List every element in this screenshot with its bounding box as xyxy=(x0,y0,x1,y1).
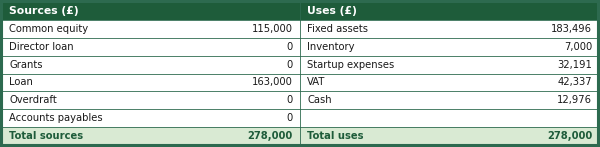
Text: Inventory: Inventory xyxy=(307,42,355,52)
Text: Total sources: Total sources xyxy=(9,131,83,141)
Text: 163,000: 163,000 xyxy=(252,77,293,87)
Bar xyxy=(2,38,598,56)
Text: Overdraft: Overdraft xyxy=(9,95,57,105)
Text: Sources (£): Sources (£) xyxy=(9,6,79,16)
Text: 7,000: 7,000 xyxy=(564,42,592,52)
Bar xyxy=(2,109,598,127)
Text: Total uses: Total uses xyxy=(307,131,364,141)
Bar xyxy=(2,2,598,20)
Bar xyxy=(2,20,598,38)
Text: Common equity: Common equity xyxy=(9,24,88,34)
Text: 0: 0 xyxy=(287,95,293,105)
Bar xyxy=(2,74,598,91)
Text: 115,000: 115,000 xyxy=(252,24,293,34)
Text: 0: 0 xyxy=(287,60,293,70)
Bar xyxy=(2,127,598,145)
Text: 42,337: 42,337 xyxy=(557,77,592,87)
Text: Cash: Cash xyxy=(307,95,332,105)
Text: Uses (£): Uses (£) xyxy=(307,6,357,16)
Text: VAT: VAT xyxy=(307,77,326,87)
Text: 278,000: 278,000 xyxy=(248,131,293,141)
Text: Loan: Loan xyxy=(9,77,33,87)
Text: 12,976: 12,976 xyxy=(557,95,592,105)
Text: Startup expenses: Startup expenses xyxy=(307,60,394,70)
Bar xyxy=(2,56,598,74)
Text: Grants: Grants xyxy=(9,60,43,70)
Text: Fixed assets: Fixed assets xyxy=(307,24,368,34)
Text: 0: 0 xyxy=(287,42,293,52)
Text: 278,000: 278,000 xyxy=(547,131,592,141)
Bar xyxy=(2,91,598,109)
Text: Accounts payables: Accounts payables xyxy=(9,113,103,123)
Text: 0: 0 xyxy=(287,113,293,123)
Text: 32,191: 32,191 xyxy=(557,60,592,70)
Text: 183,496: 183,496 xyxy=(551,24,592,34)
Text: Director loan: Director loan xyxy=(9,42,74,52)
